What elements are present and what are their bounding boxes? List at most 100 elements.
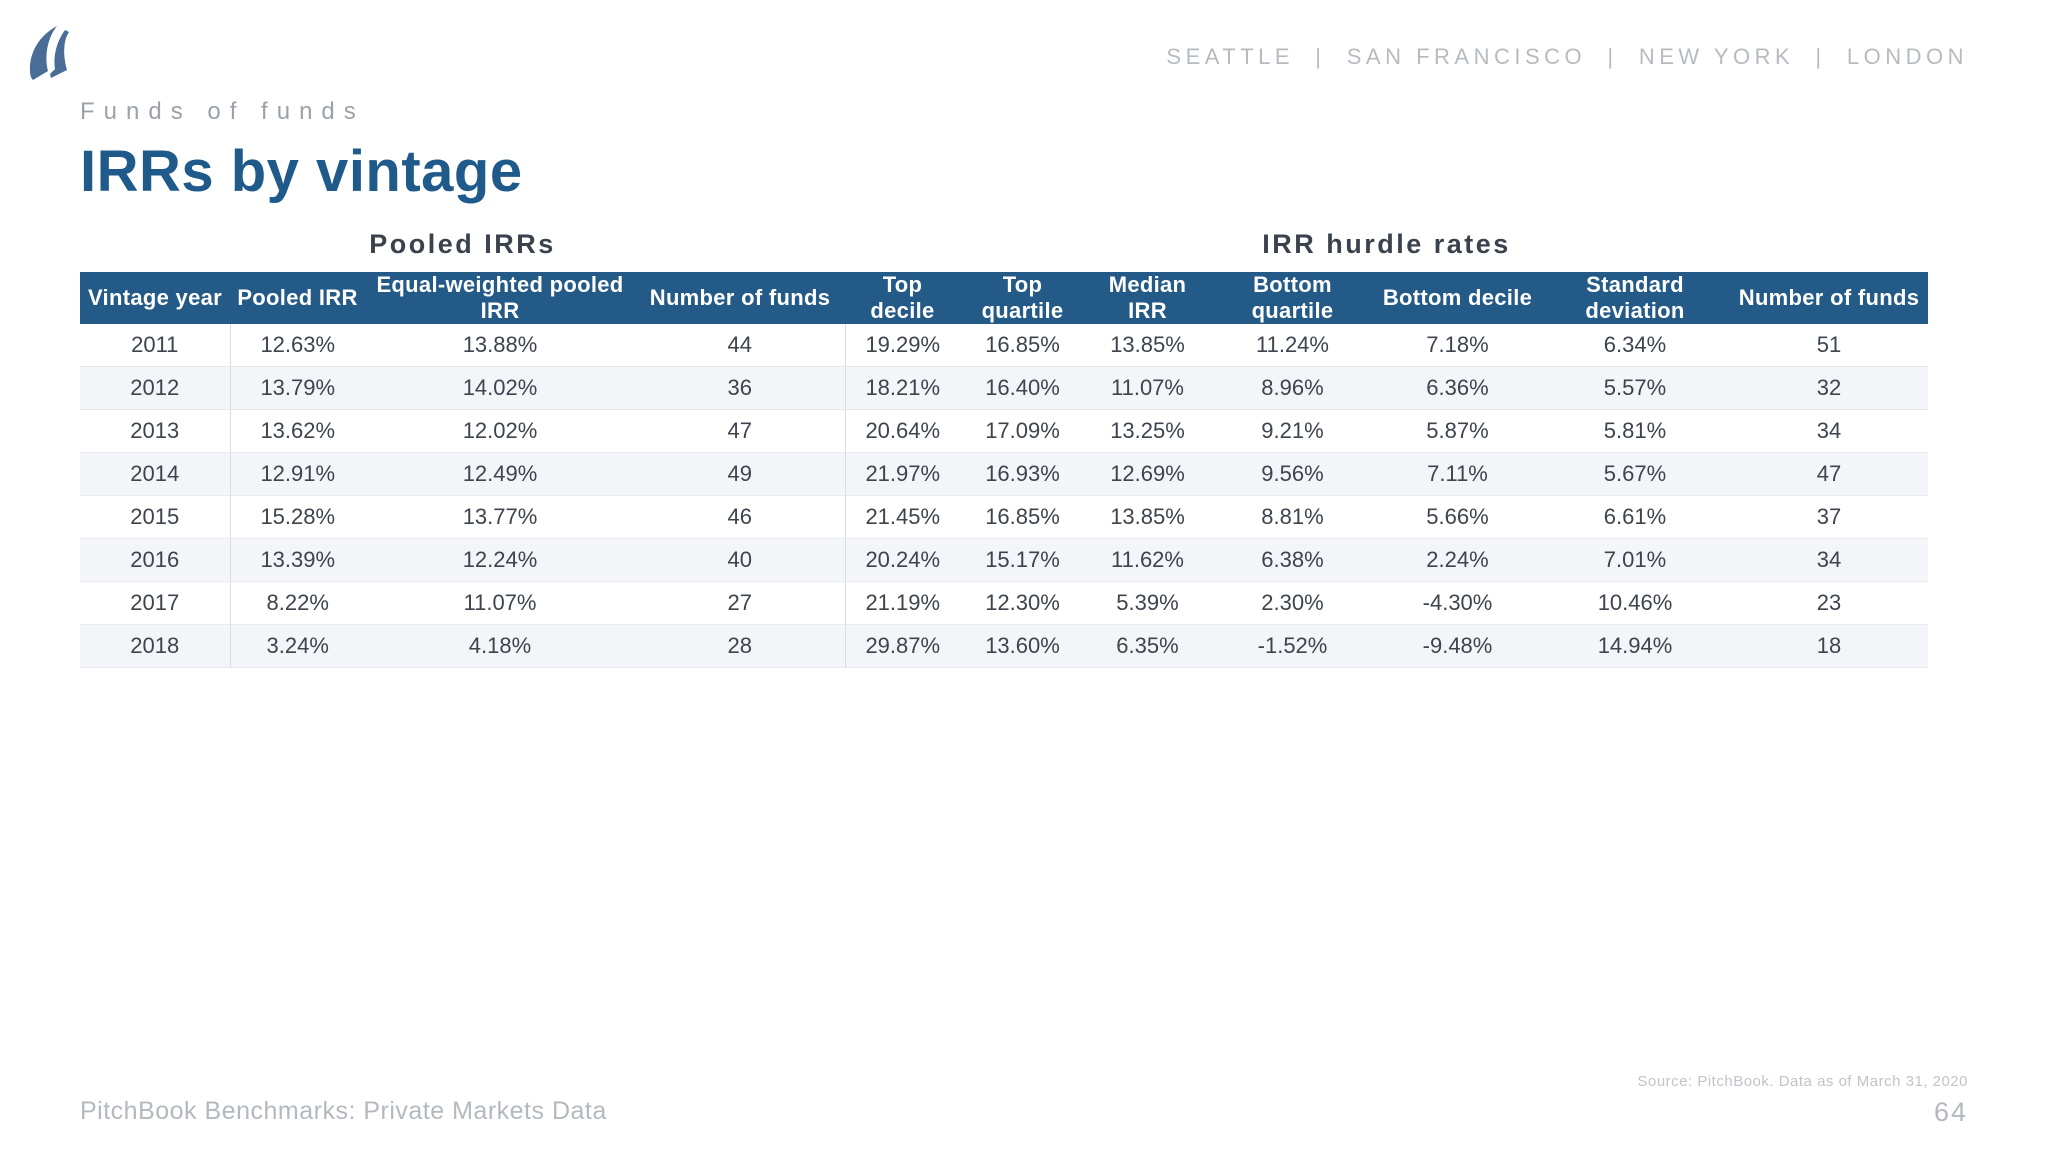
cell: 17.09% (960, 409, 1085, 453)
cell: 14.94% (1540, 624, 1730, 668)
cell: 13.88% (365, 324, 635, 367)
cell: 20.24% (844, 538, 960, 582)
column-header-row: Vintage year Pooled IRR Equal-weighted poo… (80, 272, 1928, 324)
cell: 12.69% (1085, 452, 1210, 496)
cell: 23 (1730, 581, 1928, 625)
cell: 34 (1730, 409, 1928, 453)
cell: 7.01% (1540, 538, 1730, 582)
cell: -9.48% (1375, 624, 1540, 668)
cell: 16.40% (960, 366, 1085, 410)
cell: 14.02% (365, 366, 635, 410)
cell: 5.39% (1085, 581, 1210, 625)
cell: 4.18% (365, 624, 635, 668)
cell: 5.81% (1540, 409, 1730, 453)
source-note: Source: PitchBook. Data as of March 31, … (1637, 1073, 1968, 1090)
cell: 5.87% (1375, 409, 1540, 453)
section-eyebrow: Funds of funds (80, 98, 365, 125)
cell: 19.29% (844, 324, 960, 367)
cell: 13.60% (960, 624, 1085, 668)
cell: 5.57% (1540, 366, 1730, 410)
cell: 2018 (80, 624, 230, 668)
cell: 16.93% (960, 452, 1085, 496)
cell: 12.91% (229, 452, 365, 496)
cell: 12.24% (365, 538, 635, 582)
cell: 21.45% (844, 495, 960, 539)
cell: 13.77% (365, 495, 635, 539)
cell: 13.62% (229, 409, 365, 453)
cell: 29.87% (844, 624, 960, 668)
column-header: Bottom decile (1375, 272, 1540, 324)
cell: 47 (1730, 452, 1928, 496)
table-row: 2018 3.24% 4.18% 28 29.87% 13.60% 6.35% -1.52% -… (80, 624, 1928, 668)
cell: 11.62% (1085, 538, 1210, 582)
group-header-pooled-irrs: Pooled IRRs (369, 229, 556, 259)
cell: 9.21% (1210, 409, 1375, 453)
cell: 16.85% (960, 495, 1085, 539)
cell: 15.28% (229, 495, 365, 539)
cell: 13.79% (229, 366, 365, 410)
slide-content: Funds of funds IRRs by vintage Pooled IR… (0, 98, 2048, 668)
column-header: Number of funds (1730, 272, 1928, 324)
column-header: Number of funds (635, 272, 845, 324)
cell: 18 (1730, 624, 1928, 668)
cell: 32 (1730, 366, 1928, 410)
cell: 21.19% (844, 581, 960, 625)
page-title: IRRs by vintage (80, 139, 523, 204)
cell: 11.24% (1210, 324, 1375, 367)
cell: 12.63% (229, 324, 365, 367)
cell: 8.81% (1210, 495, 1375, 539)
cell: 10.46% (1540, 581, 1730, 625)
column-header: Pooled IRR (230, 272, 365, 324)
cell: 2.24% (1375, 538, 1540, 582)
cell: 12.30% (960, 581, 1085, 625)
cell: 8.22% (229, 581, 365, 625)
cell: 9.56% (1210, 452, 1375, 496)
cell: 2012 (80, 366, 230, 410)
column-header: Equal-weighted pooled IRR (365, 272, 635, 324)
cell: 16.85% (960, 324, 1085, 367)
cell: 7.18% (1375, 324, 1540, 367)
top-bar: SEATTLE | SAN FRANCISCO | NEW YORK | LON… (0, 0, 2048, 82)
cell: 34 (1730, 538, 1928, 582)
cell: 18.21% (844, 366, 960, 410)
table-row: 2013 13.62% 12.02% 47 20.64% 17.09% 13.25% 9.21… (80, 409, 1928, 453)
table-row: 2011 12.63% 13.88% 44 19.29% 16.85% 13.85% 11.2… (80, 324, 1928, 367)
column-header: Standard deviation (1540, 272, 1730, 324)
cell: 36 (635, 366, 845, 410)
table-row: 2017 8.22% 11.07% 27 21.19% 12.30% 5.39% 2.30% -… (80, 581, 1928, 625)
irr-by-vintage-table: Vintage year Pooled IRR Equal-weighted poo… (80, 272, 1928, 668)
page-number: 64 (1933, 1097, 1968, 1127)
cell: 15.17% (960, 538, 1085, 582)
group-header-irr-hurdle-rates: IRR hurdle rates (1262, 229, 1511, 259)
cell: 2017 (80, 581, 230, 625)
pitchbook-logo-icon (24, 24, 80, 82)
office-locations: SEATTLE | SAN FRANCISCO | NEW YORK | LON… (1166, 44, 1968, 69)
cell: 28 (635, 624, 845, 668)
cell: 6.38% (1210, 538, 1375, 582)
cell: 2011 (80, 324, 230, 367)
cell: 51 (1730, 324, 1928, 367)
cell: 12.49% (365, 452, 635, 496)
table-row: 2015 15.28% 13.77% 46 21.45% 16.85% 13.85% 8.81… (80, 495, 1928, 539)
column-header: Bottom quartile (1210, 272, 1375, 324)
column-header: Median IRR (1085, 272, 1210, 324)
cell: 12.02% (365, 409, 635, 453)
cell: 6.61% (1540, 495, 1730, 539)
table-row: 2014 12.91% 12.49% 49 21.97% 16.93% 12.69% 9.56… (80, 452, 1928, 496)
cell: 6.34% (1540, 324, 1730, 367)
cell: 2014 (80, 452, 230, 496)
cell: 11.07% (1085, 366, 1210, 410)
cell: 13.25% (1085, 409, 1210, 453)
cell: 5.66% (1375, 495, 1540, 539)
cell: 44 (635, 324, 845, 367)
table-body: 2011 12.63% 13.88% 44 19.29% 16.85% 13.85% 11.2… (80, 324, 1928, 668)
cell: 2016 (80, 538, 230, 582)
cell: 7.11% (1375, 452, 1540, 496)
cell: 13.85% (1085, 495, 1210, 539)
footer-title: PitchBook Benchmarks: Private Markets Da… (80, 1097, 607, 1125)
cell: 20.64% (844, 409, 960, 453)
cell: 3.24% (229, 624, 365, 668)
cell: 47 (635, 409, 845, 453)
cell: -1.52% (1210, 624, 1375, 668)
cell: 49 (635, 452, 845, 496)
